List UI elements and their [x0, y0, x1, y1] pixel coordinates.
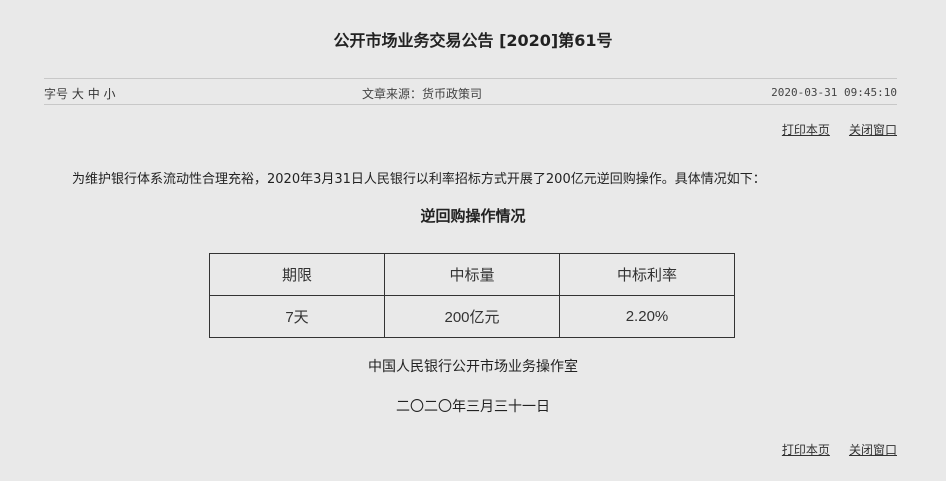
top-actions: 打印本页 关闭窗口	[782, 119, 897, 138]
cell-term: 7天	[209, 295, 385, 338]
header-amount: 中标量	[384, 253, 560, 296]
font-size-small[interactable]: 小	[103, 87, 116, 101]
font-size-large[interactable]: 大	[71, 87, 84, 101]
print-page-link[interactable]: 打印本页	[781, 123, 830, 137]
table-header-row: 期限 中标量 中标利率	[209, 253, 735, 296]
close-window-link[interactable]: 关闭窗口	[848, 123, 897, 137]
header-rate: 中标利率	[559, 253, 735, 296]
header-term: 期限	[209, 253, 385, 296]
announcement-date: 二〇二〇年三月三十一日	[396, 399, 550, 415]
page-title: 公开市场业务交易公告 [2020]第61号	[333, 31, 613, 50]
print-page-link[interactable]: 打印本页	[781, 443, 830, 457]
announcement-paragraph: 为维护银行体系流动性合理充裕，2020年3月31日人民银行以利率招标方式开展了2…	[72, 172, 766, 187]
font-size-controls: 字号 大 中 小	[44, 85, 116, 102]
signature: 中国人民银行公开市场业务操作室	[368, 359, 578, 375]
font-size-medium[interactable]: 中	[87, 87, 100, 101]
table-title: 逆回购操作情况	[420, 207, 526, 225]
article-source: 文章来源：货币政策司	[362, 87, 483, 101]
publish-datetime: 2020-03-31 09:45:10	[771, 86, 897, 99]
table-row: 7天 200亿元 2.20%	[209, 295, 735, 338]
divider	[44, 104, 897, 105]
bottom-actions: 打印本页 关闭窗口	[782, 439, 897, 458]
close-window-link[interactable]: 关闭窗口	[848, 443, 897, 457]
cell-rate: 2.20%	[559, 295, 735, 338]
divider	[44, 78, 897, 79]
font-size-label: 字号	[44, 87, 69, 101]
reverse-repo-table: 期限 中标量 中标利率 7天 200亿元 2.20%	[209, 253, 735, 338]
cell-amount: 200亿元	[384, 295, 560, 338]
